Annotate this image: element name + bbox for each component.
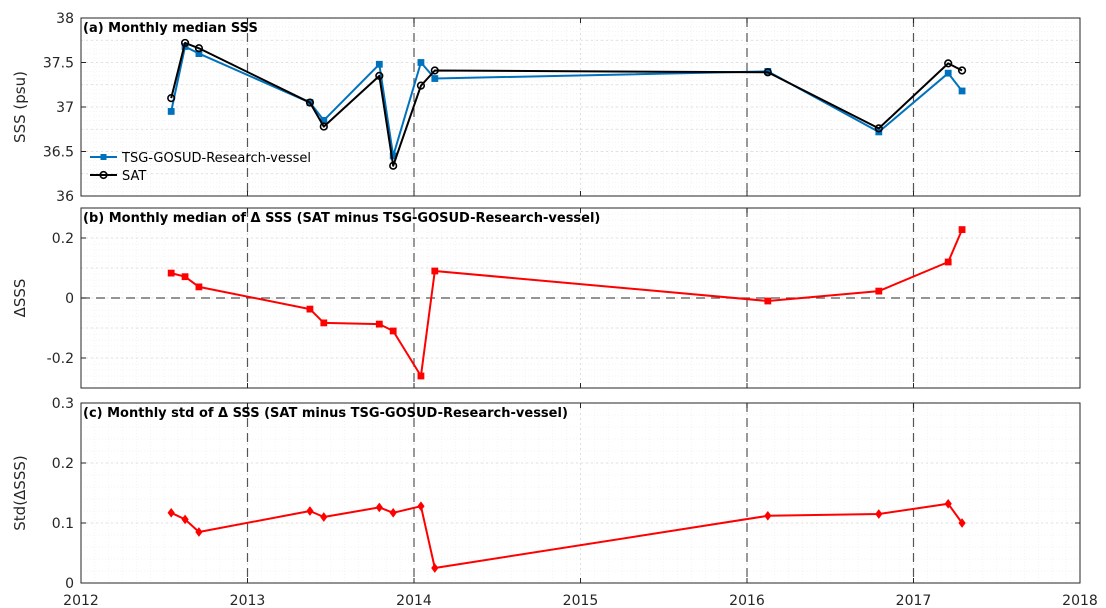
data-point [167,108,175,115]
data-point [875,509,883,519]
data-point [375,320,383,328]
data-point [431,267,439,275]
y-axis-label: ΔSSS [11,279,29,318]
data-point [417,59,425,66]
data-point [957,66,967,75]
data-point [958,226,966,234]
data-point [874,124,883,133]
data-point [416,81,426,90]
legend: TSG-GOSUD-Research-vessel SAT [90,151,311,184]
x-tick-label: 2017 [896,593,932,608]
y-ticks: 0 0.1 0.2 0.3 [52,396,1080,592]
y-tick-label: 37 [56,100,74,116]
data-point [375,71,384,80]
data-point [167,93,176,103]
data-point [320,512,328,522]
data-point [181,514,189,525]
y-ticks: 36 36.5 37 37.5 38 [43,11,1080,205]
y-tick-label: 0.1 [52,516,74,532]
y-axis-label: Std(ΔSSS) [11,455,29,530]
data-point [195,283,203,291]
data-point [875,287,883,295]
data-point [958,87,966,95]
data-point [944,59,953,68]
data-point [306,506,314,516]
data-point [430,66,439,75]
y-tick-label: 37.5 [43,56,74,72]
x-tick-label: 2013 [230,593,266,608]
data-point [417,501,425,512]
y-tick-label: 0.3 [52,396,74,412]
axes-frame [80,17,1081,197]
panel-title: (a) Monthly median SSS [83,21,258,36]
panel-1: 36 36.5 37 37.5 38 SSS (psu) (a) Monthly media… [11,11,1081,205]
x-tick-label: 2014 [396,593,432,608]
data-point [389,327,397,335]
x-tick-label: 2018 [1062,593,1098,608]
data-point [764,510,772,521]
y-tick-label: -0.2 [47,351,74,367]
series-line [170,41,963,167]
data-point [306,305,314,313]
data-point [305,98,315,107]
panel-title: (c) Monthly std of Δ SSS (SAT minus TSG-… [83,406,568,421]
data-point [944,69,952,77]
y-tick-label: 38 [56,11,74,27]
data-point [958,518,966,528]
y-tick-label: 0.2 [52,231,74,247]
series-sat [167,38,967,170]
axes-frame [80,402,1081,584]
data-point [417,372,425,380]
data-point [194,44,204,53]
data-point [431,563,439,573]
data-point [195,50,203,57]
data-point [389,507,397,518]
panel-3: 0 0.1 0.2 0.3 2012 2013 2014 2015 2016 2017 2018 St… [11,396,1098,608]
panel-title: (b) Monthly median of Δ SSS (SAT minus T… [83,211,600,226]
x-tick-label: 2016 [729,593,765,608]
data-point [181,273,189,281]
y-tick-label: 0 [65,291,74,307]
x-tick-label: 2015 [563,593,599,608]
legend-label: SAT [122,169,146,184]
axes-frame [80,207,1081,389]
data-point [195,527,203,537]
y-axis-label: SSS (psu) [11,71,29,143]
data-point [763,68,772,77]
data-point [180,38,190,48]
legend-label: TSG-GOSUD-Research-vessel [121,151,311,166]
panel-2: -0.2 0 0.2 ΔSSS (b) Monthly median of Δ SSS … [11,207,1081,389]
x-tick-label: 2012 [63,593,99,608]
y-tick-label: 36 [56,189,74,205]
y-tick-label: 36.5 [43,145,74,161]
data-point [944,498,952,509]
series-delta-sss [167,226,966,380]
y-tick-label: 0.2 [52,456,74,472]
y-ticks: -0.2 0 0.2 [47,231,1080,367]
y-tick-label: 0 [65,576,74,592]
data-point [389,161,398,170]
data-point [319,122,328,131]
data-point [375,502,383,513]
data-point [167,507,175,518]
series-delta-sss [167,498,966,573]
data-point [167,269,175,277]
minor-grid [81,402,1080,584]
legend-marker [100,154,107,160]
data-point [375,60,383,68]
data-point [764,297,772,305]
data-point [431,75,439,82]
data-point [320,319,328,327]
data-point [944,258,952,266]
legend-marker [99,170,108,180]
